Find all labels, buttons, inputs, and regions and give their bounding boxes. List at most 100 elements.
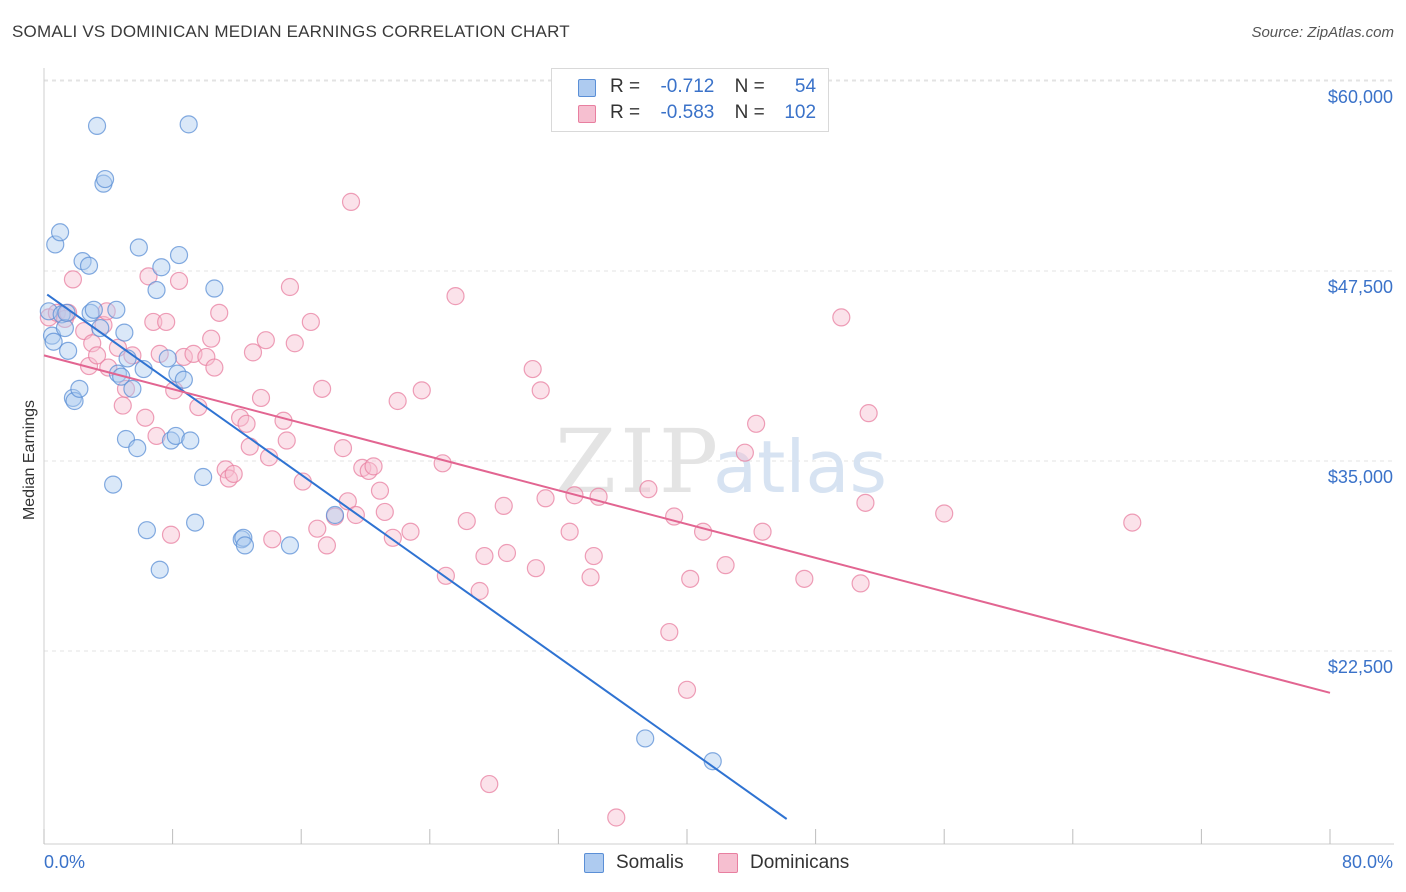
- y-tick-label: $47,500: [1328, 277, 1393, 297]
- dominican-point: [935, 504, 954, 523]
- trend-lines: [43, 293, 1331, 820]
- y-tick-labels: $22,500 $35,000 $47,500 $60,000: [1328, 87, 1393, 677]
- dominican-point: [480, 774, 499, 794]
- dominican-point: [157, 312, 176, 332]
- dominican-point: [243, 343, 263, 362]
- dominican-point: [136, 408, 155, 427]
- dominican-point: [584, 546, 603, 566]
- bottom-dominican-label: Dominicans: [750, 852, 850, 873]
- dominican-point: [412, 381, 431, 400]
- somali-point: [186, 513, 205, 532]
- dominican-swatch: [578, 105, 596, 123]
- dominican-point: [301, 312, 320, 332]
- somali-n-label: N =: [734, 76, 765, 97]
- y-tick-label: $22,500: [1328, 657, 1393, 677]
- somali-point: [280, 536, 300, 555]
- dominican-point: [523, 359, 542, 379]
- dominican-point: [753, 522, 772, 541]
- dominican-point: [475, 546, 494, 566]
- somali-point: [147, 280, 166, 300]
- dominican-r-value: -0.583: [660, 102, 715, 123]
- somali-point: [158, 349, 177, 368]
- dominican-point: [169, 271, 189, 291]
- dominican-point: [285, 334, 304, 353]
- dominican-point: [341, 192, 361, 211]
- dominican-point: [333, 439, 353, 458]
- somali-point: [152, 258, 171, 277]
- somali-point: [174, 370, 193, 389]
- somali-r-value: -0.712: [660, 76, 715, 97]
- dominican-point: [433, 454, 452, 473]
- somali-point: [181, 431, 200, 450]
- dominican-point: [560, 522, 579, 541]
- dominican-point: [639, 480, 658, 499]
- somali-point: [81, 303, 100, 322]
- bottom-somali-swatch: [584, 853, 604, 873]
- somali-point: [70, 379, 89, 398]
- somali-point: [115, 323, 134, 342]
- dominican-point: [531, 381, 550, 400]
- somali-point: [128, 439, 147, 458]
- dominican-point: [144, 312, 163, 332]
- somali-n-value: 54: [794, 76, 817, 97]
- dominican-point: [747, 414, 766, 433]
- somali-point: [57, 303, 76, 322]
- somali-point: [95, 169, 115, 189]
- watermark-atlas: atlas: [713, 425, 887, 509]
- watermark: ZIP atlas: [555, 410, 887, 513]
- chart-title: SOMALI VS DOMINICAN MEDIAN EARNINGS CORR…: [12, 22, 570, 41]
- dominican-point: [280, 277, 300, 297]
- somali-points: [39, 115, 722, 771]
- dominican-point: [446, 287, 465, 306]
- somali-point: [104, 475, 123, 494]
- dominican-point: [147, 426, 166, 446]
- dominican-point: [263, 530, 282, 549]
- somali-point: [84, 300, 103, 319]
- dominican-point: [251, 388, 271, 408]
- somali-point: [50, 223, 70, 242]
- dominican-point: [494, 496, 513, 515]
- dominican-r-label: R =: [610, 102, 641, 123]
- somali-point: [59, 341, 78, 360]
- somali-point: [169, 245, 189, 265]
- dominican-point: [87, 346, 107, 365]
- dominican-point: [202, 329, 221, 348]
- dominican-point: [237, 414, 256, 433]
- source-note: Source: ZipAtlas.com: [1251, 24, 1394, 41]
- somali-point: [150, 560, 169, 579]
- axes: [43, 68, 1394, 845]
- dominican-point: [388, 391, 407, 411]
- somali-point: [79, 256, 99, 275]
- dominican-point: [210, 303, 229, 322]
- x-tick-label-min: 0.0%: [44, 852, 86, 872]
- dominican-point: [308, 519, 327, 538]
- dominican-n-value: 102: [784, 102, 817, 123]
- dominican-point: [401, 522, 420, 541]
- dominican-point: [497, 543, 517, 563]
- dominican-point: [470, 581, 489, 601]
- dominican-point: [224, 464, 243, 484]
- dominican-point: [457, 511, 476, 531]
- somali-point: [44, 332, 63, 351]
- somali-point: [205, 279, 224, 298]
- correlation-legend: R = -0.712 N = 54 R = -0.583 N = 102: [551, 68, 829, 132]
- somali-point: [55, 318, 74, 338]
- somali-point: [166, 426, 185, 446]
- dominican-point: [795, 569, 814, 588]
- somali-point: [137, 521, 156, 540]
- dominican-point: [240, 437, 259, 456]
- dominican-point: [660, 622, 679, 642]
- x-tick-label-max: 80.0%: [1341, 852, 1393, 872]
- dominican-point: [205, 358, 224, 377]
- somali-point: [235, 536, 255, 555]
- somali-point: [108, 364, 128, 383]
- dominican-point: [677, 680, 697, 699]
- dominican-point: [856, 493, 875, 512]
- somali-point: [87, 116, 107, 135]
- dominican-point: [161, 525, 181, 544]
- somali-point: [91, 318, 110, 338]
- dominican-point: [113, 396, 132, 415]
- dominican-point: [716, 556, 735, 575]
- somali-swatch: [578, 79, 596, 97]
- somali-point: [63, 388, 83, 408]
